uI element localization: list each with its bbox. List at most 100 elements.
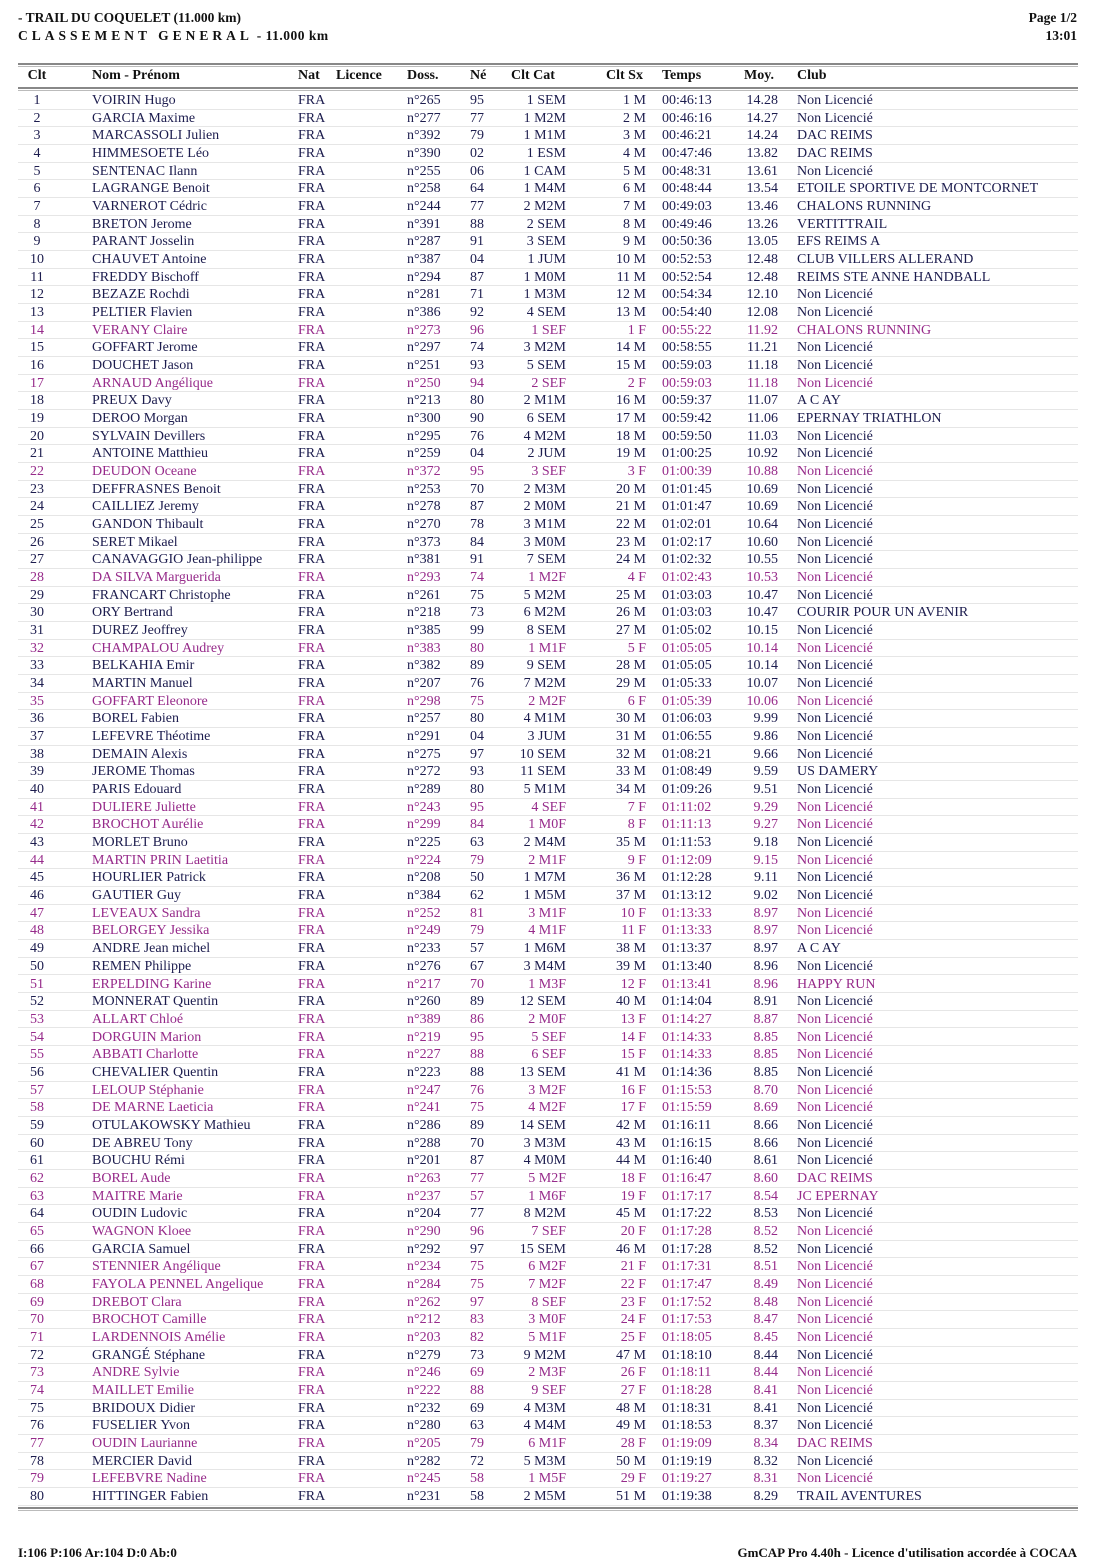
- cell-name: PREUX Davy: [92, 393, 172, 409]
- cell-sex-rank: 28 F: [620, 1435, 646, 1451]
- cell-category-rank: 11 SEM: [520, 764, 566, 780]
- cell-birth-year: 97: [470, 1241, 484, 1257]
- cell-birth-year: 84: [470, 817, 484, 833]
- cell-sex-rank: 6 M: [623, 181, 646, 197]
- table-row: 30 ORY Bertrand FRA n°218 73 6 M2M 26 M 01:03:0…: [18, 604, 1078, 623]
- cell-club: Non Licencié: [797, 1029, 873, 1045]
- cell-club: Non Licencié: [797, 163, 873, 179]
- cell-sex-rank: 16 F: [620, 1082, 646, 1098]
- cell-rank: 31: [30, 623, 44, 639]
- cell-club: HAPPY RUN: [797, 976, 876, 992]
- cell-nationality: FRA: [298, 1117, 326, 1133]
- cell-name: ABBATI Charlotte: [92, 1047, 199, 1063]
- cell-speed: 13.54: [746, 181, 779, 197]
- cell-club: Non Licencié: [797, 1011, 873, 1027]
- table-row: 41 DULIERE Juliette FRA n°243 95 4 SEF 7 F 01:1…: [18, 799, 1078, 817]
- table-row: 57 LELOUP Stéphanie FRA n°247 76 3 M2F 16 F 01:…: [18, 1082, 1078, 1100]
- cell-nationality: FRA: [298, 1382, 326, 1398]
- column-header-rank: Clt: [27, 68, 47, 83]
- cell-rank: 38: [30, 746, 44, 762]
- cell-rank: 30: [30, 605, 44, 621]
- table-row: 77 OUDIN Laurianne FRA n°205 79 6 M1F 28 F 01:1…: [18, 1435, 1078, 1453]
- table-row: 50 REMEN Philippe FRA n°276 67 3 M4M 39 M 01:13…: [18, 958, 1078, 976]
- cell-rank: 3: [33, 128, 41, 144]
- table-row: 31 DUREZ Jeoffrey FRA n°385 99 8 SEM 27 M 01:05…: [18, 622, 1078, 640]
- cell-time: 01:08:49: [662, 764, 712, 780]
- cell-sex-rank: 13 F: [620, 1011, 646, 1027]
- cell-time: 01:05:39: [662, 693, 712, 709]
- cell-speed: 8.61: [753, 1153, 779, 1169]
- cell-birth-year: 72: [470, 1453, 484, 1469]
- table-row: 51 ERPELDING Karine FRA n°217 70 1 M3F 12 F 01:…: [18, 976, 1078, 994]
- table-row: 79 LEFEBVRE Nadine FRA n°245 58 1 M5F 29 F 01:1…: [18, 1470, 1078, 1488]
- cell-bib: n°251: [407, 358, 441, 374]
- cell-name: ANTOINE Matthieu: [92, 446, 208, 462]
- cell-birth-year: 87: [470, 499, 484, 515]
- cell-nationality: FRA: [298, 1064, 326, 1080]
- cell-birth-year: 80: [470, 782, 484, 798]
- cell-nationality: FRA: [298, 411, 326, 427]
- cell-category-rank: 2 JUM: [527, 446, 566, 462]
- cell-sex-rank: 9 M: [623, 234, 646, 250]
- cell-sex-rank: 15 F: [620, 1047, 646, 1063]
- cell-sex-rank: 24 M: [616, 552, 646, 568]
- cell-sex-rank: 8 F: [627, 817, 646, 833]
- cell-sex-rank: 17 M: [616, 411, 646, 427]
- cell-club: Non Licencié: [797, 1453, 873, 1469]
- table-row: 75 BRIDOUX Didier FRA n°232 69 4 M3M 48 M 01:18…: [18, 1400, 1078, 1418]
- cell-birth-year: 63: [470, 835, 484, 851]
- cell-nationality: FRA: [298, 393, 326, 409]
- cell-birth-year: 04: [470, 729, 484, 745]
- cell-sex-rank: 3 F: [627, 464, 646, 480]
- cell-speed: 8.41: [753, 1400, 779, 1416]
- cell-name: OTULAKOWSKY Mathieu: [92, 1117, 251, 1133]
- table-row: 11 FREDDY Bischoff FRA n°294 87 1 M0M 11 M 00:5…: [18, 269, 1078, 287]
- table-row: 59 OTULAKOWSKY Mathieu FRA n°286 89 14 SEM 42 …: [18, 1117, 1078, 1135]
- cell-rank: 44: [30, 852, 44, 868]
- cell-birth-year: 97: [470, 746, 484, 762]
- cell-time: 01:19:38: [662, 1488, 712, 1504]
- table-row: 43 MORLET Bruno FRA n°225 63 2 M4M 35 M 01:11:5…: [18, 834, 1078, 852]
- cell-name: DOUCHET Jason: [92, 358, 194, 374]
- cell-time: 01:18:31: [662, 1400, 712, 1416]
- cell-bib: n°222: [407, 1382, 441, 1398]
- table-row: 36 BOREL Fabien FRA n°257 80 4 M1M 30 M 01:06:0…: [18, 710, 1078, 729]
- cell-speed: 9.59: [753, 764, 779, 780]
- column-header-licence: Licence: [336, 68, 382, 83]
- cell-sex-rank: 19 F: [620, 1188, 646, 1204]
- table-row: 44 MARTIN PRIN Laetitia FRA n°224 79 2 M1F 9 F…: [18, 852, 1078, 870]
- cell-nationality: FRA: [298, 552, 326, 568]
- cell-rank: 11: [30, 269, 44, 285]
- cell-speed: 8.70: [753, 1082, 779, 1098]
- cell-time: 01:00:25: [662, 446, 712, 462]
- column-header-speed: Moy.: [744, 68, 774, 83]
- cell-name: CHAUVET Antoine: [92, 252, 207, 268]
- cell-rank: 68: [30, 1276, 44, 1292]
- cell-rank: 39: [30, 764, 44, 780]
- cell-club: Non Licencié: [797, 623, 873, 639]
- cell-speed: 10.15: [746, 623, 779, 639]
- cell-category-rank: 4 M4M: [523, 1418, 566, 1434]
- cell-bib: n°280: [407, 1418, 441, 1434]
- cell-club: Non Licencié: [797, 1241, 873, 1257]
- table-row: 60 DE ABREU Tony FRA n°288 70 3 M3M 43 M 01:16:…: [18, 1135, 1078, 1153]
- cell-nationality: FRA: [298, 1488, 326, 1504]
- cell-category-rank: 3 M2M: [523, 340, 566, 356]
- cell-birth-year: 90: [470, 411, 484, 427]
- cell-club: Non Licencié: [797, 517, 873, 533]
- cell-sex-rank: 46 M: [616, 1241, 646, 1257]
- cell-club: Non Licencié: [797, 1400, 873, 1416]
- cell-category-rank: 3 SEM: [526, 234, 566, 250]
- table-row: 26 SERET Mikael FRA n°373 84 3 M0M 23 M 01:02:1…: [18, 534, 1078, 552]
- cell-rank: 80: [30, 1488, 44, 1504]
- cell-speed: 8.85: [753, 1064, 779, 1080]
- cell-bib: n°294: [407, 269, 441, 285]
- cell-rank: 9: [33, 234, 41, 250]
- cell-category-rank: 4 SEM: [526, 305, 566, 321]
- cell-nationality: FRA: [298, 252, 326, 268]
- cell-category-rank: 8 SEM: [526, 623, 566, 639]
- cell-name: BOREL Fabien: [92, 711, 179, 727]
- cell-nationality: FRA: [298, 587, 326, 603]
- cell-club: COURIR POUR UN AVENIR: [797, 605, 969, 621]
- cell-time: 01:14:27: [662, 1011, 712, 1027]
